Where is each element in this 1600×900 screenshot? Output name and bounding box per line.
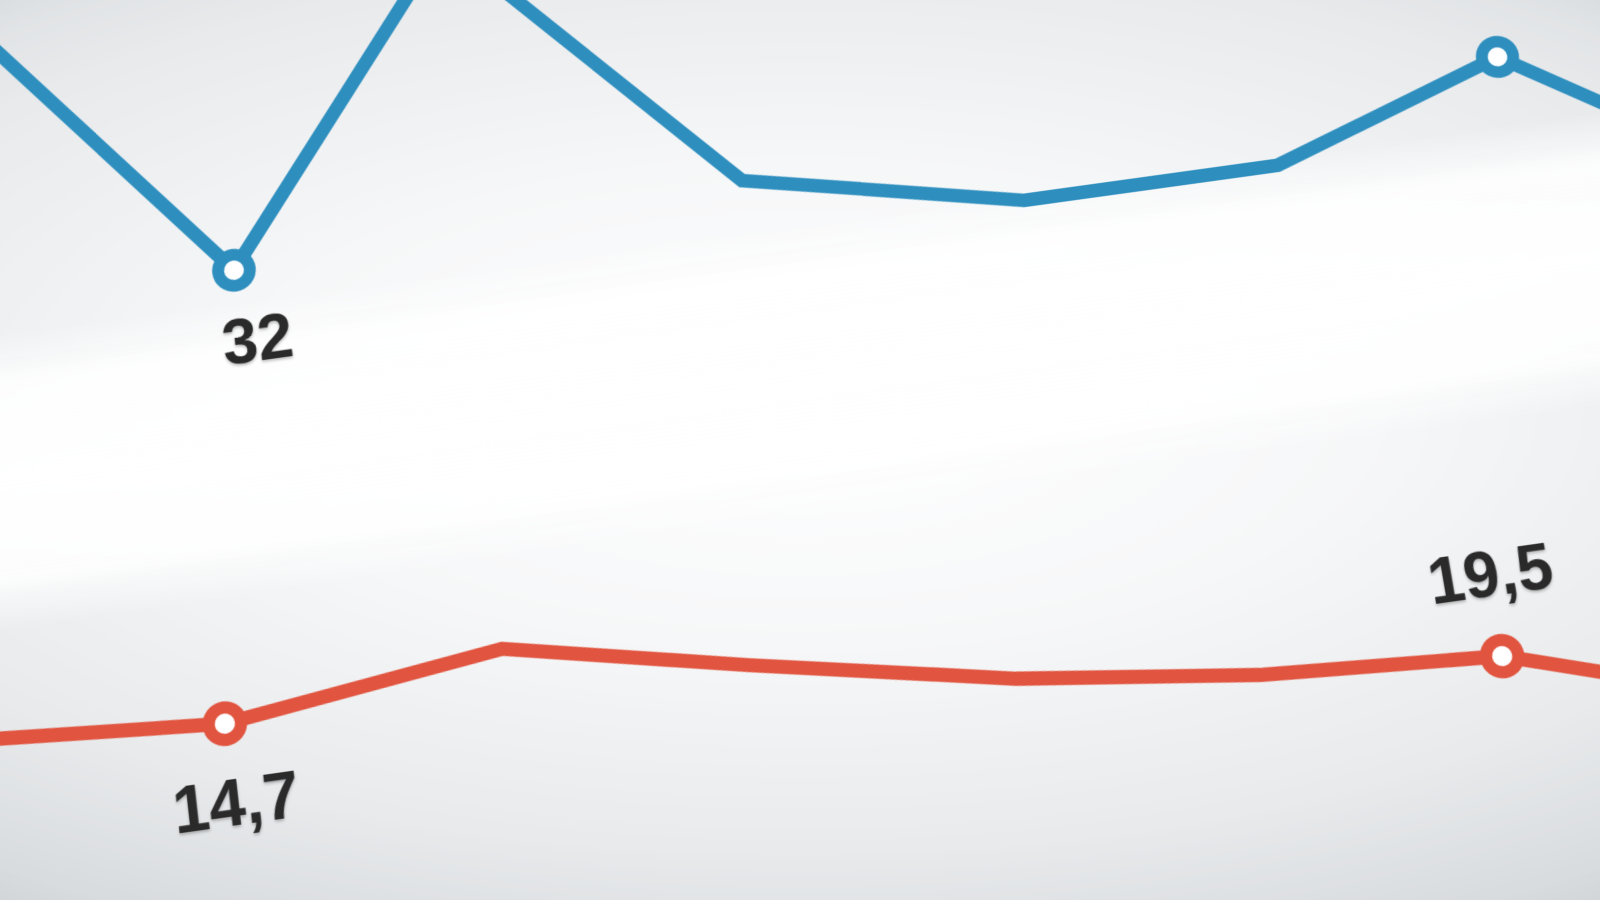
data-label: 14,7 [169,757,303,848]
series-blue-marker [1473,33,1523,81]
data-label: 19,5 [1422,529,1558,618]
data-label: 32 [218,299,297,379]
series-blue-line [0,0,1600,467]
series-red-marker [1476,631,1527,681]
series-red-marker [200,698,249,749]
chart-stage: 32 43,5 14,7 19,5 [0,0,1600,900]
line-chart: 32 43,5 14,7 19,5 [0,0,1600,900]
data-label: 43,5 [1438,0,1570,9]
chart-tilt-layer: 32 43,5 14,7 19,5 [0,0,1600,900]
